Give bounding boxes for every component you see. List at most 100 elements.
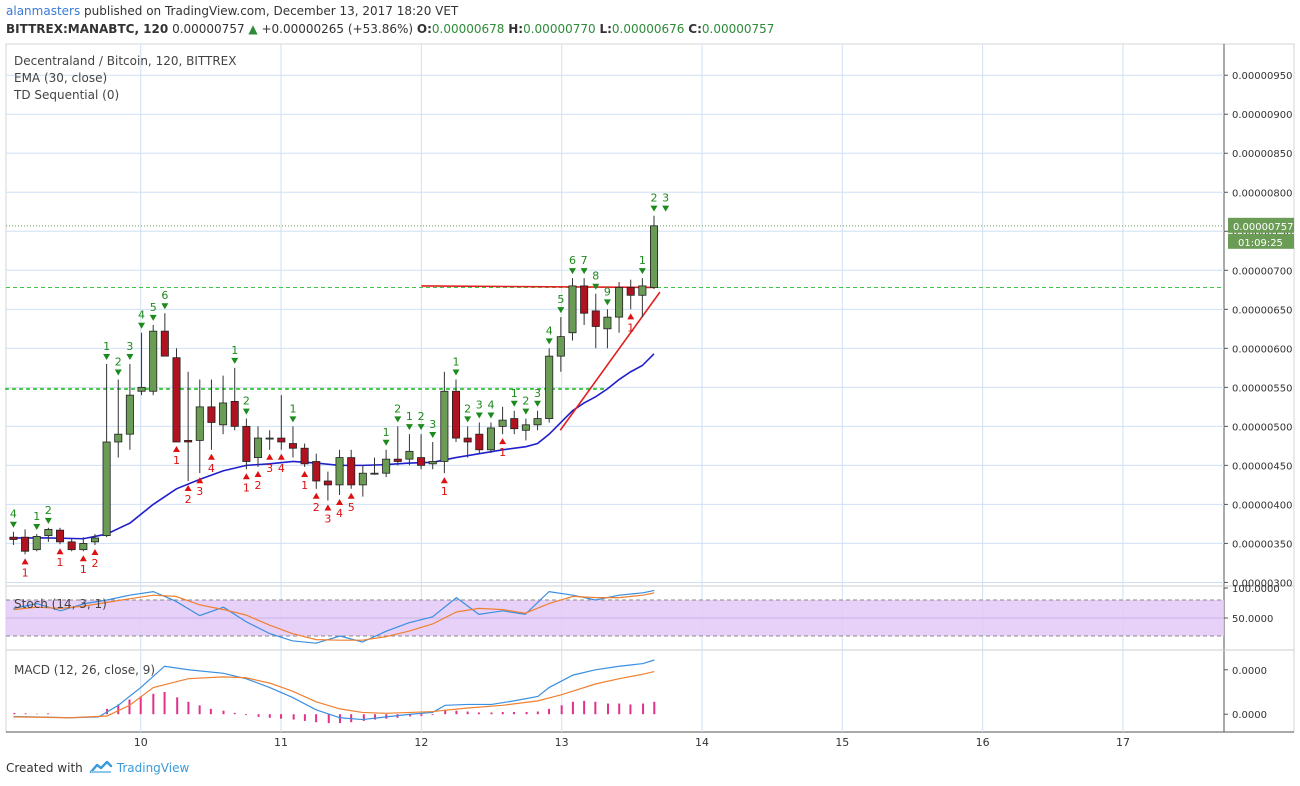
candle [615,282,624,333]
td-count-label: 6 [161,289,168,302]
td-up-marker [184,484,192,491]
legend-stoch: Stoch (14, 3, 1) [14,597,107,611]
td-count-label: 1 [453,356,460,369]
candle [230,367,239,431]
td-down-marker [534,400,542,407]
td-count-label: 4 [546,324,553,337]
td-down-marker [557,307,565,314]
candle [393,426,402,466]
legend-macd: MACD (12, 26, close, 9) [14,663,155,677]
candle-body [638,285,647,296]
td-up-marker [21,558,29,565]
td-count-label: 1 [243,481,250,494]
td-count-label: 9 [604,285,611,298]
td-count-label: 3 [476,398,483,411]
td-up-marker [207,453,215,460]
td-down-marker [149,314,157,321]
td-count-label: 6 [569,254,576,267]
candle [475,422,484,454]
candle [125,363,134,450]
author-link[interactable]: alanmasters [6,4,81,18]
td-up-marker [336,499,344,506]
candle [347,449,356,489]
legend-ema: EMA (30, close) [14,71,107,85]
td-count-label: 5 [348,501,355,514]
candle-body [556,336,565,357]
publish-line: alanmasters published on TradingView.com… [6,4,458,18]
td-count-label: 2 [651,192,658,205]
candle [219,375,228,435]
symbol-quote-line: BITTREX:MANABTC, 120 0.00000757 ▲ +0.000… [6,22,774,36]
td-count-label: 3 [662,192,669,205]
candle [44,527,53,542]
candle [370,457,379,475]
candle [568,278,577,341]
candle [265,430,274,450]
x-tick-label: 16 [976,736,990,749]
candle-body [242,425,251,462]
candle [195,379,204,474]
candle-body [114,433,123,443]
candle [21,529,30,555]
candle [428,441,437,470]
candle-body [603,316,612,330]
td-down-marker [405,424,413,431]
td-count-label: 2 [185,493,192,506]
stoch-k-line [13,589,655,644]
td-down-marker [452,369,460,376]
candle [184,371,193,481]
candle-body [521,424,530,431]
candle [9,531,18,545]
candle-body [347,457,356,486]
last-price-badge-text: 0.00000757 [1233,222,1293,233]
td-up-marker [277,453,285,460]
td-count-label: 4 [487,398,494,411]
macd-y-tick-label: 0.0000 [1232,710,1267,721]
td-count-label: 4 [10,508,17,521]
candle [417,434,426,470]
td-down-marker [650,205,658,212]
td-count-label: 2 [313,501,320,514]
tradingview-brand-link[interactable]: TradingView [116,761,190,775]
td-count-label: 1 [33,510,40,523]
candle-body [358,472,367,486]
candle-body [370,472,379,475]
last-price-badge [1228,217,1294,233]
candle-body [137,386,146,392]
td-up-marker [499,438,507,445]
y-tick-label: 0.00000400 [1232,500,1292,511]
candle [288,426,297,458]
candle-body [323,480,332,486]
publish-info: published on TradingView.com, December 1… [80,4,459,18]
td-down-marker [114,369,122,376]
td-up-marker [301,470,309,477]
candle-body [533,418,542,426]
candle [649,215,659,290]
td-down-marker [510,400,518,407]
td-down-marker [545,338,553,345]
candle-body [254,437,263,458]
td-count-label: 3 [324,513,331,526]
td-down-marker [662,205,670,212]
td-down-marker [231,357,239,364]
td-count-label: 5 [150,301,157,314]
td-count-label: 2 [464,402,471,415]
candle-body [568,285,577,334]
footer: Created with TradingView [6,760,189,777]
high-label: H: [508,22,524,36]
candle [463,426,472,458]
td-count-label: 1 [627,321,634,334]
high-value: 0.00000770 [523,22,596,36]
td-count-label: 2 [255,479,262,492]
td-down-marker [126,353,134,360]
candle [300,443,309,467]
candle [591,293,600,349]
td-count-label: 1 [406,410,413,423]
td-count-label: 1 [383,426,390,439]
candle [545,348,554,423]
price-change: +0.00000265 (+53.86%) [261,22,414,36]
candle [254,426,263,467]
td-count-label: 1 [301,479,308,492]
candle-body [545,355,554,419]
